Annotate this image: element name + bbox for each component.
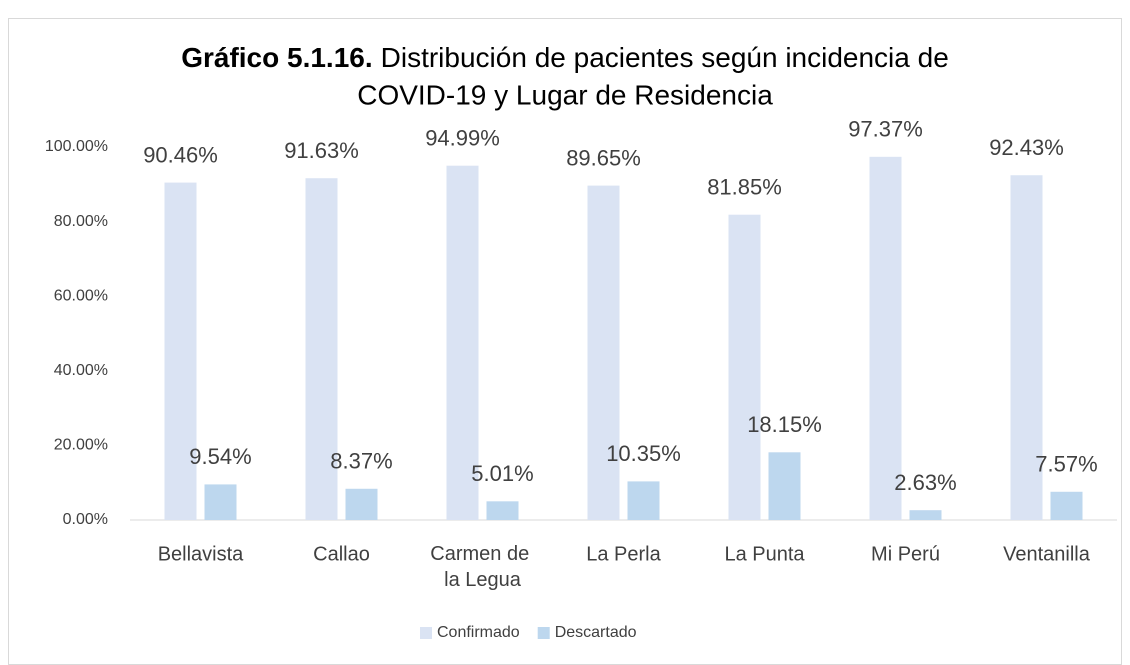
x-tick-label: Carmen de la Legua [430, 543, 535, 591]
value-label: 2.63% [894, 470, 956, 495]
bar [305, 178, 338, 520]
value-label: 10.35% [606, 441, 681, 466]
value-label: 18.15% [747, 412, 822, 437]
x-tick-label: Callao [313, 543, 370, 565]
value-label: 91.63% [284, 138, 359, 163]
title-prefix: Gráfico 5.1.16. [181, 42, 372, 73]
title-line: Distribución de pacientes según incidenc… [381, 42, 949, 73]
bar [869, 156, 902, 520]
y-tick-label: 80.00% [54, 213, 108, 230]
x-tick-label: Ventanilla [1003, 543, 1091, 565]
bar [1050, 491, 1083, 520]
value-label: 9.54% [189, 444, 251, 469]
x-tick-label: La Perla [586, 543, 661, 565]
y-tick-label: 60.00% [54, 287, 108, 304]
bar [768, 452, 801, 520]
legend-swatch [420, 627, 432, 639]
chart-title: Gráfico 5.1.16. Distribución de pacientes… [181, 42, 949, 73]
value-label: 92.43% [989, 135, 1064, 160]
y-tick-label: 100.00% [45, 138, 108, 155]
value-label: 7.57% [1035, 452, 1097, 477]
legend-swatch [537, 627, 550, 639]
bar [345, 488, 378, 520]
title-line: COVID-19 y Lugar de Residencia [357, 79, 773, 110]
x-tick-label: Mi Perú [871, 543, 940, 565]
value-label: 94.99% [425, 125, 500, 150]
bar [909, 510, 942, 520]
bar [728, 214, 761, 520]
x-tick-label: La Punta [724, 543, 805, 565]
x-tick-label: Bellavista [158, 543, 244, 565]
bar [587, 185, 620, 520]
bar [164, 182, 197, 520]
value-label: 89.65% [566, 145, 641, 170]
bar [446, 165, 479, 520]
legend-label: Descartado [555, 624, 637, 641]
value-label: 8.37% [330, 449, 392, 474]
legend-label: Confirmado [437, 624, 520, 641]
bar [204, 484, 237, 520]
bar [1010, 175, 1043, 521]
value-label: 90.46% [143, 142, 218, 167]
y-tick-label: 20.00% [54, 437, 108, 454]
y-tick-label: 40.00% [54, 362, 108, 379]
bar [627, 481, 660, 520]
value-label: 5.01% [471, 461, 533, 486]
value-label: 97.37% [848, 117, 923, 142]
y-tick-label: 0.00% [63, 511, 108, 528]
value-label: 81.85% [707, 175, 782, 200]
bar [486, 501, 519, 520]
